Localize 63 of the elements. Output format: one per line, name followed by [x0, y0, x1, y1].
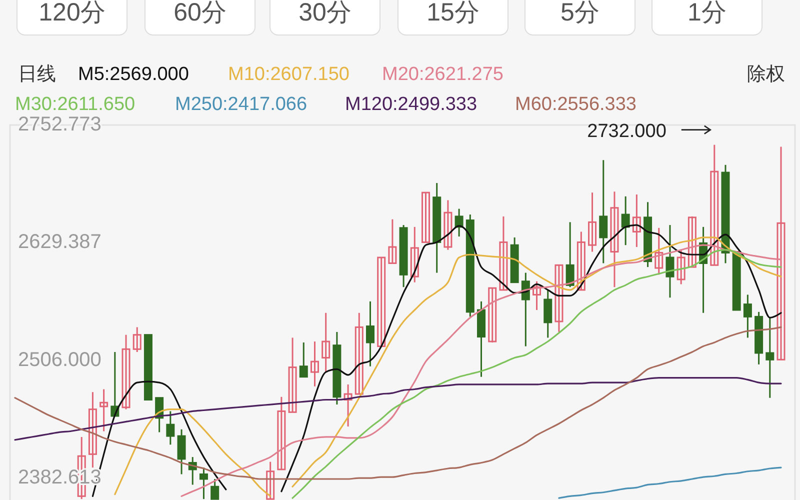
candlestick	[122, 334, 130, 410]
candlestick	[166, 410, 175, 446]
candlestick	[366, 300, 374, 368]
text: 30分	[298, 0, 352, 27]
candlestick	[199, 466, 208, 500]
candlestick	[544, 289, 552, 338]
candlestick	[322, 312, 330, 373]
y-tick-label: 2752.773	[18, 113, 102, 136]
candlestick	[344, 384, 352, 428]
text: 5分	[560, 0, 600, 27]
text: M30:2611.650	[15, 94, 136, 116]
candlestick	[422, 192, 430, 243]
candlestick	[266, 461, 275, 500]
candlestick	[299, 342, 308, 378]
text: 60分	[174, 0, 226, 27]
text: M60:2556.333	[515, 94, 636, 116]
candlestick	[310, 340, 319, 388]
candlestick	[621, 196, 630, 246]
candlestick	[210, 478, 220, 500]
text: 除权	[747, 64, 785, 86]
candlestick	[710, 144, 719, 266]
line-series	[558, 466, 782, 499]
candlestick	[654, 227, 664, 276]
candlestick	[666, 224, 674, 298]
candlestick	[554, 264, 564, 333]
candlestick	[88, 391, 97, 468]
candlestick	[676, 249, 686, 285]
candlestick	[410, 226, 419, 284]
candlestick	[599, 159, 608, 264]
candlestick	[532, 280, 542, 311]
text: M20:2621.275	[382, 64, 504, 86]
candlestick	[610, 190, 619, 288]
y-tick-label: 2506.000	[18, 348, 102, 371]
line-series	[14, 376, 782, 441]
candlestick	[776, 146, 786, 360]
text: 15分	[426, 0, 480, 27]
candlestick	[444, 199, 452, 251]
candlestick	[388, 218, 397, 264]
candlestick	[100, 388, 108, 432]
candlestick	[177, 428, 186, 475]
text: M10:2607.150	[228, 64, 350, 86]
text: 1分	[688, 0, 726, 27]
candlestick	[499, 216, 508, 291]
candlestick	[377, 256, 386, 348]
text: 120分	[38, 0, 106, 27]
candlestick	[288, 336, 297, 413]
candlestick	[766, 316, 774, 399]
candlestick	[688, 216, 696, 268]
candlestick	[576, 230, 586, 291]
text: M120:2499.333	[345, 94, 478, 116]
y-tick-label: 2629.387	[18, 231, 102, 254]
candlestick	[488, 287, 497, 344]
candlestick	[632, 194, 641, 248]
candlestick	[277, 396, 286, 470]
candlestick	[566, 221, 574, 288]
candlestick	[588, 192, 597, 253]
annotation: 2732.000	[587, 120, 666, 142]
candlestick	[132, 326, 142, 353]
text: M250:2417.066	[175, 94, 308, 116]
candlestick	[743, 294, 752, 338]
text: M5:2569.000	[78, 64, 189, 86]
text: 日线	[18, 64, 56, 86]
candlestick	[354, 312, 364, 395]
